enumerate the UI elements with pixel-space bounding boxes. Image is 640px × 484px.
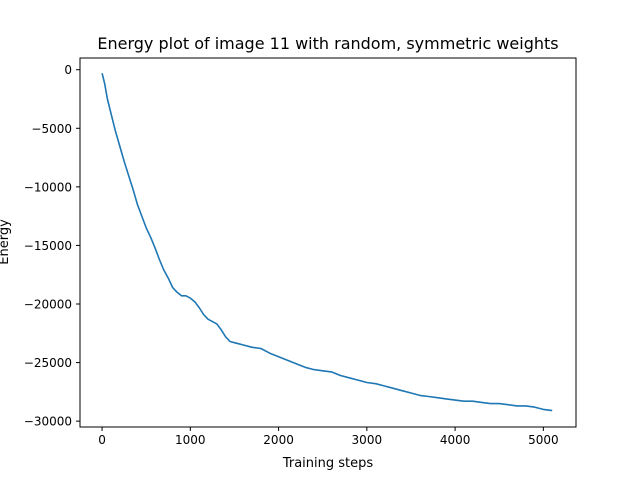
x-tick-label: 5000: [528, 433, 559, 447]
y-tick-label: −15000: [24, 239, 72, 253]
chart-title: Energy plot of image 11 with random, sym…: [97, 34, 558, 53]
y-tick-label: −20000: [24, 298, 72, 312]
axes-frame: [79, 57, 577, 428]
y-tick-label: −25000: [24, 356, 72, 370]
y-tick-label: 0: [64, 63, 72, 77]
x-axis-label: Training steps: [282, 456, 374, 471]
y-tick-label: −5000: [31, 122, 72, 136]
energy-series-line: [101, 73, 553, 412]
x-tick-label: 0: [98, 433, 106, 447]
axis-ticks: 0 1000 2000 3000 4000 5000 0 −5000 −10000 −15000 −…: [24, 63, 559, 447]
y-axis-label: Energy: [0, 219, 12, 265]
plot-area: [101, 73, 553, 412]
x-tick-label: 2000: [263, 433, 294, 447]
y-tick-label: −30000: [24, 415, 72, 429]
x-tick-label: 3000: [352, 433, 383, 447]
y-tick-label: −10000: [24, 180, 72, 194]
x-tick-label: 1000: [175, 433, 206, 447]
x-tick-label: 4000: [440, 433, 471, 447]
